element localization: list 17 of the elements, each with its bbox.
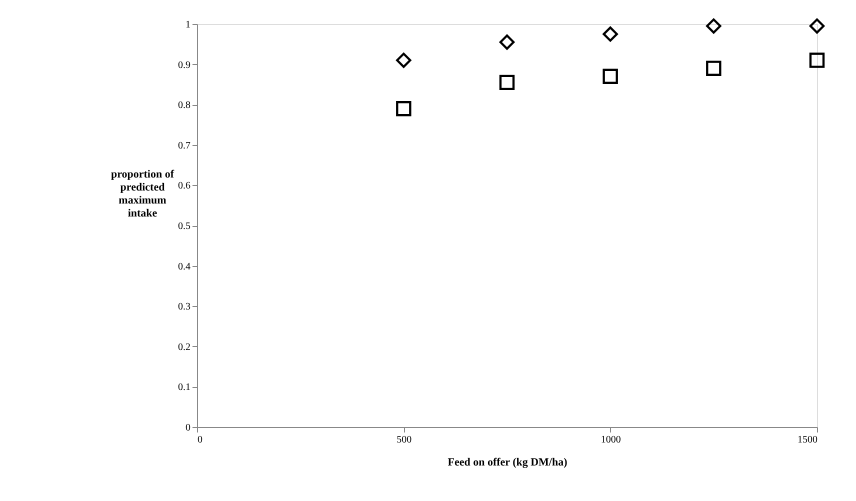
y-tick-label: 0.4 <box>178 261 190 272</box>
x-tick-label: 1500 <box>798 434 818 446</box>
y-tick-label: 0.1 <box>178 382 190 394</box>
y-tick-label: 0.2 <box>178 342 190 353</box>
y-tick-label: 1 <box>186 20 190 30</box>
x-tick-label: 500 <box>396 434 412 446</box>
y-tick-label: 0.9 <box>178 60 190 71</box>
x-tick-label: 1000 <box>600 434 621 446</box>
x-axis-title: Feed on offer (kg DM/ha) <box>448 456 568 468</box>
y-tick-label: 0.8 <box>178 100 190 112</box>
y-tick-label: 0.7 <box>178 140 190 152</box>
y-axis-title: proportion of predicted maximum intake <box>110 168 174 220</box>
y-tick-label: 0.6 <box>178 180 190 192</box>
y-tick-label: 0 <box>186 422 190 434</box>
y-tick-label: 0.3 <box>178 302 190 313</box>
x-tick-label: 0 <box>198 434 202 446</box>
y-tick-label: 0.5 <box>178 221 190 232</box>
